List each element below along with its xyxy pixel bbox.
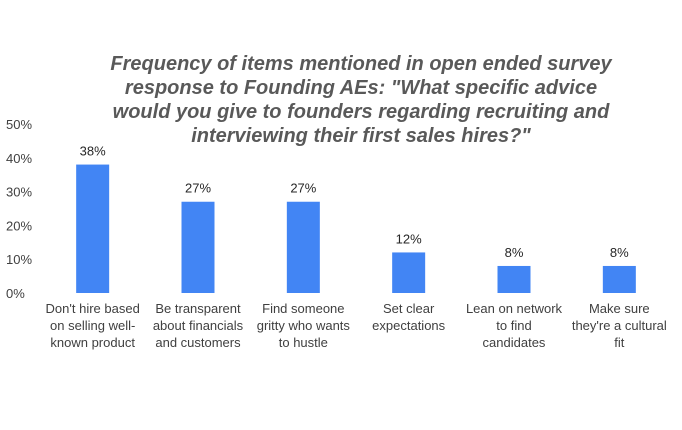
x-axis-labels: Don't hire based on selling well-known pr… xyxy=(46,301,667,350)
x-category-label: Set clear xyxy=(383,301,435,316)
x-category-label: expectations xyxy=(372,318,445,333)
x-category-label: to find xyxy=(496,318,531,333)
y-tick-label: 40% xyxy=(6,151,32,166)
chart-title: Frequency of items mentioned in open end… xyxy=(40,52,682,148)
x-category-label: gritty who wants xyxy=(257,318,351,333)
x-category-label: Don't hire based xyxy=(46,301,140,316)
x-category-label: Find someone xyxy=(262,301,344,316)
data-label: 12% xyxy=(396,231,422,246)
data-label: 27% xyxy=(185,181,211,196)
x-category-label: known product xyxy=(50,335,135,350)
x-category-label: fit xyxy=(614,335,625,350)
x-category-label: about financials xyxy=(153,318,244,333)
bar xyxy=(76,164,110,293)
bar xyxy=(602,265,636,293)
x-category-label: Make sure xyxy=(589,301,650,316)
x-category-label: Be transparent xyxy=(155,301,241,316)
x-category-label: candidates xyxy=(483,335,546,350)
bar xyxy=(392,252,426,293)
y-tick-label: 30% xyxy=(6,185,32,200)
chart-title-line: Frequency of items mentioned in open end… xyxy=(110,53,612,75)
y-tick-label: 0% xyxy=(6,286,25,301)
chart-title-line: would you give to founders regarding rec… xyxy=(112,101,610,123)
y-tick-label: 10% xyxy=(6,252,32,267)
y-tick-label: 20% xyxy=(6,218,32,233)
chart-title-line: interviewing their first sales hires?" xyxy=(191,125,531,147)
data-label: 27% xyxy=(290,181,316,196)
x-category-label: Lean on network xyxy=(466,301,563,316)
bars xyxy=(76,164,636,293)
chart-title-line: response to Founding AEs: "What specific… xyxy=(124,77,598,99)
bar xyxy=(181,201,215,293)
y-axis: 0% 10% 20% 30% 40% 50% xyxy=(6,117,32,301)
bar xyxy=(286,201,320,293)
data-labels: 38% 27% 27% 12% 8% 8% xyxy=(80,144,630,260)
data-label: 8% xyxy=(505,245,524,260)
x-category-label: to hustle xyxy=(279,335,328,350)
y-tick-label: 50% xyxy=(6,117,32,132)
x-category-label: and customers xyxy=(155,335,241,350)
data-label: 38% xyxy=(80,144,106,159)
x-category-label: they're a cultural xyxy=(572,318,667,333)
x-category-label: on selling well- xyxy=(50,318,135,333)
bar xyxy=(497,265,531,293)
data-label: 8% xyxy=(610,245,629,260)
